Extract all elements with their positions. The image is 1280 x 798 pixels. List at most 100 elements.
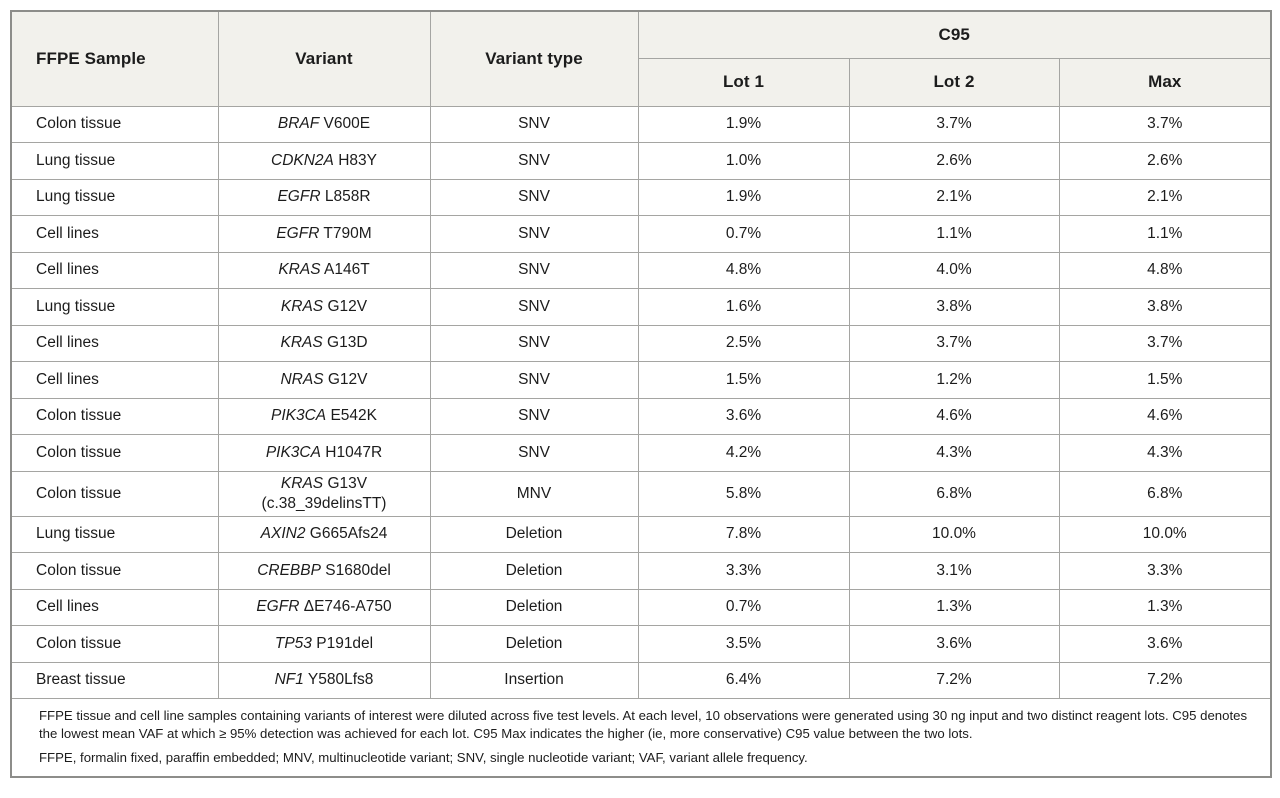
- sample-cell: Colon tissue: [10, 470, 219, 517]
- gene-name: KRAS: [280, 334, 323, 352]
- c95-max-cell: 3.7%: [1058, 105, 1272, 143]
- mutation-name: H83Y: [338, 151, 377, 169]
- c95-lot1-cell: 0.7%: [637, 215, 850, 253]
- gene-name: TP53: [274, 634, 312, 652]
- c95-max-cell: 7.2%: [1058, 661, 1272, 699]
- c95-max-cell: 2.6%: [1058, 142, 1272, 180]
- mutation-name: G13D: [327, 334, 368, 352]
- col-header-variant: Variant: [217, 10, 431, 107]
- c95-lot2-cell: 10.0%: [848, 515, 1060, 553]
- table-row: Colon tissue BRAF V600E SNV 1.9% 3.7% 3.…: [10, 105, 1272, 143]
- gene-name: PIK3CA: [265, 443, 321, 461]
- c95-lot2-cell: 4.3%: [848, 434, 1060, 472]
- c95-max-cell: 3.3%: [1058, 552, 1272, 590]
- table-row: Cell lines KRAS G13D SNV 2.5% 3.7% 3.7%: [10, 324, 1272, 362]
- footnote-abbreviations: FFPE, formalin fixed, paraffin embedded;…: [39, 750, 808, 765]
- variant-type-cell: SNV: [429, 105, 639, 143]
- c95-max-cell: 3.8%: [1058, 288, 1272, 326]
- gene-name: CDKN2A: [271, 151, 334, 169]
- sample-cell: Lung tissue: [10, 178, 219, 216]
- c95-lot1-cell: 1.6%: [637, 288, 850, 326]
- c95-lot1-cell: 3.6%: [637, 397, 850, 435]
- variant-cell: KRAS G13D: [217, 324, 431, 362]
- mutation-name: G12V: [327, 370, 368, 388]
- c95-lot1-cell: 0.7%: [637, 588, 850, 626]
- variant-type-cell: SNV: [429, 288, 639, 326]
- c95-lot2-cell: 2.6%: [848, 142, 1060, 180]
- table-row: Cell lines EGFR ΔE746-A750 Deletion 0.7%…: [10, 588, 1272, 626]
- table-row: Colon tissue TP53 P191del Deletion 3.5% …: [10, 625, 1272, 663]
- c95-max-cell: 4.8%: [1058, 251, 1272, 289]
- variant-type-cell: MNV: [429, 470, 639, 517]
- col-header-variant-type: Variant type: [429, 10, 639, 107]
- variant-cell: AXIN2 G665Afs24: [217, 515, 431, 553]
- table-footer: FFPE tissue and cell line samples contai…: [10, 698, 1272, 777]
- variant-type-cell: SNV: [429, 324, 639, 362]
- c95-lot1-cell: 4.2%: [637, 434, 850, 472]
- table-row: Colon tissue CREBBP S1680del Deletion 3.…: [10, 552, 1272, 590]
- c95-lot1-cell: 5.8%: [637, 470, 850, 517]
- variant-cell: PIK3CA H1047R: [217, 434, 431, 472]
- table-row: Colon tissue KRAS G13V (c.38_39delinsTT)…: [10, 470, 1272, 517]
- sample-cell: Cell lines: [10, 324, 219, 362]
- variant-cdna-notation: (c.38_39delinsTT): [261, 494, 387, 512]
- c95-lot1-cell: 1.9%: [637, 105, 850, 143]
- sample-cell: Cell lines: [10, 361, 219, 399]
- c95-lot2-cell: 3.6%: [848, 625, 1060, 663]
- sample-cell: Colon tissue: [10, 625, 219, 663]
- c95-lot1-cell: 3.3%: [637, 552, 850, 590]
- variant-type-cell: SNV: [429, 142, 639, 180]
- variant-type-cell: SNV: [429, 251, 639, 289]
- variant-cell: NF1 Y580Lfs8: [217, 661, 431, 699]
- gene-name: AXIN2: [260, 525, 306, 543]
- table-row: Colon tissue PIK3CA H1047R SNV 4.2% 4.3%…: [10, 434, 1272, 472]
- mutation-name: Y580Lfs8: [307, 671, 374, 689]
- sample-cell: Colon tissue: [10, 552, 219, 590]
- table-row: Lung tissue EGFR L858R SNV 1.9% 2.1% 2.1…: [10, 178, 1272, 216]
- c95-lot1-cell: 2.5%: [637, 324, 850, 362]
- variant-type-cell: Deletion: [429, 625, 639, 663]
- sample-cell: Breast tissue: [10, 661, 219, 699]
- table-row: Lung tissue CDKN2A H83Y SNV 1.0% 2.6% 2.…: [10, 142, 1272, 180]
- sample-cell: Lung tissue: [10, 142, 219, 180]
- sample-cell: Cell lines: [10, 215, 219, 253]
- c95-lot2-cell: 3.7%: [848, 324, 1060, 362]
- c95-max-cell: 1.1%: [1058, 215, 1272, 253]
- table-row: Lung tissue AXIN2 G665Afs24 Deletion 7.8…: [10, 515, 1272, 553]
- c95-max-cell: 1.5%: [1058, 361, 1272, 399]
- c95-max-cell: 6.8%: [1058, 470, 1272, 517]
- table-header: FFPE Sample Variant Variant type C95 Lot…: [10, 10, 1272, 107]
- variant-type-cell: SNV: [429, 434, 639, 472]
- c95-lot2-cell: 1.1%: [848, 215, 1060, 253]
- sample-cell: Colon tissue: [10, 397, 219, 435]
- mutation-name: A146T: [324, 261, 370, 279]
- c95-lot1-cell: 1.9%: [637, 178, 850, 216]
- c95-lot2-cell: 6.8%: [848, 470, 1060, 517]
- col-header-c95-group: C95: [637, 10, 1272, 59]
- mutation-name: E542K: [330, 407, 377, 425]
- gene-name: EGFR: [256, 598, 300, 616]
- c95-lot1-cell: 6.4%: [637, 661, 850, 699]
- mutation-name: L858R: [324, 188, 371, 206]
- c95-max-cell: 1.3%: [1058, 588, 1272, 626]
- gene-name: NRAS: [280, 370, 324, 388]
- variant-cell: KRAS G12V: [217, 288, 431, 326]
- gene-name: KRAS: [278, 261, 321, 279]
- c95-variant-table: FFPE Sample Variant Variant type C95 Lot…: [10, 10, 1272, 778]
- variant-cell: CDKN2A H83Y: [217, 142, 431, 180]
- c95-lot2-cell: 7.2%: [848, 661, 1060, 699]
- gene-name: EGFR: [277, 188, 321, 206]
- table-row: Breast tissue NF1 Y580Lfs8 Insertion 6.4…: [10, 661, 1272, 699]
- footnote-cell: FFPE tissue and cell line samples contai…: [10, 698, 1272, 777]
- mutation-name: G12V: [327, 297, 368, 315]
- mutation-name: H1047R: [325, 443, 383, 461]
- c95-lot2-cell: 3.8%: [848, 288, 1060, 326]
- variant-cell: NRAS G12V: [217, 361, 431, 399]
- variant-type-cell: Deletion: [429, 515, 639, 553]
- variant-cell: KRAS G13V (c.38_39delinsTT): [217, 470, 431, 517]
- footnote-methods: FFPE tissue and cell line samples contai…: [39, 708, 1248, 741]
- c95-max-cell: 10.0%: [1058, 515, 1272, 553]
- gene-name: NF1: [274, 671, 304, 689]
- table-row: Colon tissue PIK3CA E542K SNV 3.6% 4.6% …: [10, 397, 1272, 435]
- c95-lot1-cell: 1.0%: [637, 142, 850, 180]
